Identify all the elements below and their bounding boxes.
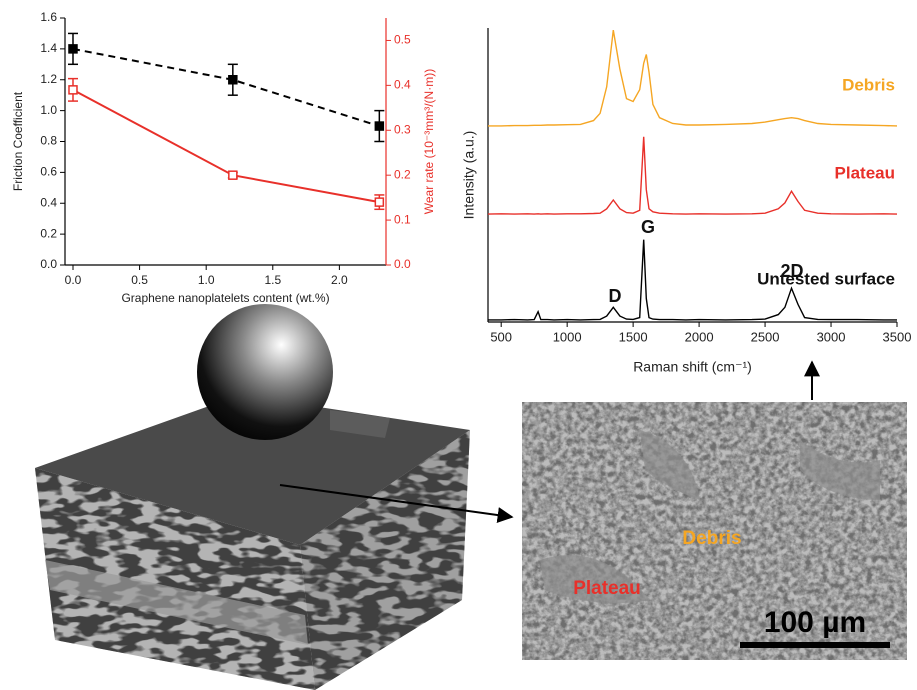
x-tick-label: 2000 [685, 329, 714, 344]
y2-tick-label: 0.0 [394, 257, 411, 271]
x-tick-label: 1.0 [198, 273, 215, 287]
marker [228, 170, 238, 180]
peak-label: D [609, 286, 622, 306]
block-layer [45, 560, 308, 645]
marker [68, 44, 78, 54]
series-line [488, 239, 897, 321]
sem-plateau-region [540, 430, 880, 604]
x-tick-label: 0.0 [65, 273, 82, 287]
block-right-pores [300, 430, 470, 690]
marker [68, 85, 78, 95]
y-tick-label: 1.0 [40, 103, 57, 117]
y2-tick-label: 0.5 [394, 33, 411, 47]
sem-image: Debris Plateau 100 µm [522, 402, 907, 660]
sem-label: Debris [682, 528, 741, 549]
y2-tick-label: 0.3 [394, 122, 411, 136]
sem-label: Plateau [573, 578, 641, 599]
sem-texture [522, 402, 907, 660]
x-tick-label: 500 [490, 329, 512, 344]
peak-label: G [641, 217, 655, 237]
x-tick-label: 2500 [751, 329, 780, 344]
series-line [488, 29, 898, 127]
y-tick-label: 0.0 [40, 257, 57, 271]
y2-axis-label: Wear rate (10⁻³mm³/(N·m)) [422, 69, 436, 214]
y-tick-label: 1.2 [40, 72, 57, 86]
marker [374, 121, 385, 131]
block-front-pores [35, 468, 315, 690]
peak-label: 2D [780, 261, 803, 281]
block-illustration [35, 304, 820, 690]
x-tick-label: 1000 [553, 329, 582, 344]
x-tick-label: 3000 [817, 329, 846, 344]
series-line [72, 89, 380, 204]
y-tick-label: 0.4 [40, 195, 57, 209]
scale-bar-label: 100 µm [764, 606, 866, 639]
marker [228, 75, 238, 85]
y-tick-label: 0.8 [40, 134, 57, 148]
y2-tick-label: 0.2 [394, 167, 411, 181]
x-tick-label: 2.0 [331, 273, 348, 287]
y-tick-label: 1.4 [40, 41, 57, 55]
x-axis-label: Raman shift (cm⁻¹) [633, 359, 752, 375]
ball [197, 304, 333, 440]
x-tick-label: 1.5 [264, 273, 281, 287]
x-tick-label: 3500 [883, 329, 912, 344]
series-label: Untested surface [757, 269, 895, 288]
series-label: Plateau [835, 164, 895, 183]
x-tick-label: 1500 [619, 329, 648, 344]
x-tick-label: 0.5 [131, 273, 148, 287]
scale-bar [740, 642, 890, 648]
y-tick-label: 0.6 [40, 165, 57, 179]
marker [374, 197, 385, 207]
y2-tick-label: 0.1 [394, 212, 411, 226]
y-tick-label: 0.2 [40, 226, 57, 240]
x-axis-label: Graphene nanoplatelets content (wt.%) [121, 291, 329, 305]
series-line [487, 136, 898, 215]
y-axis-label: Friction Coefficient [11, 91, 25, 191]
y2-tick-label: 0.4 [394, 78, 411, 92]
y-tick-label: 1.6 [40, 10, 57, 24]
wear-track [330, 410, 390, 438]
y-axis-label: Intensity (a.u.) [461, 131, 477, 220]
arrow [279, 484, 514, 523]
series-label: Debris [842, 75, 895, 94]
